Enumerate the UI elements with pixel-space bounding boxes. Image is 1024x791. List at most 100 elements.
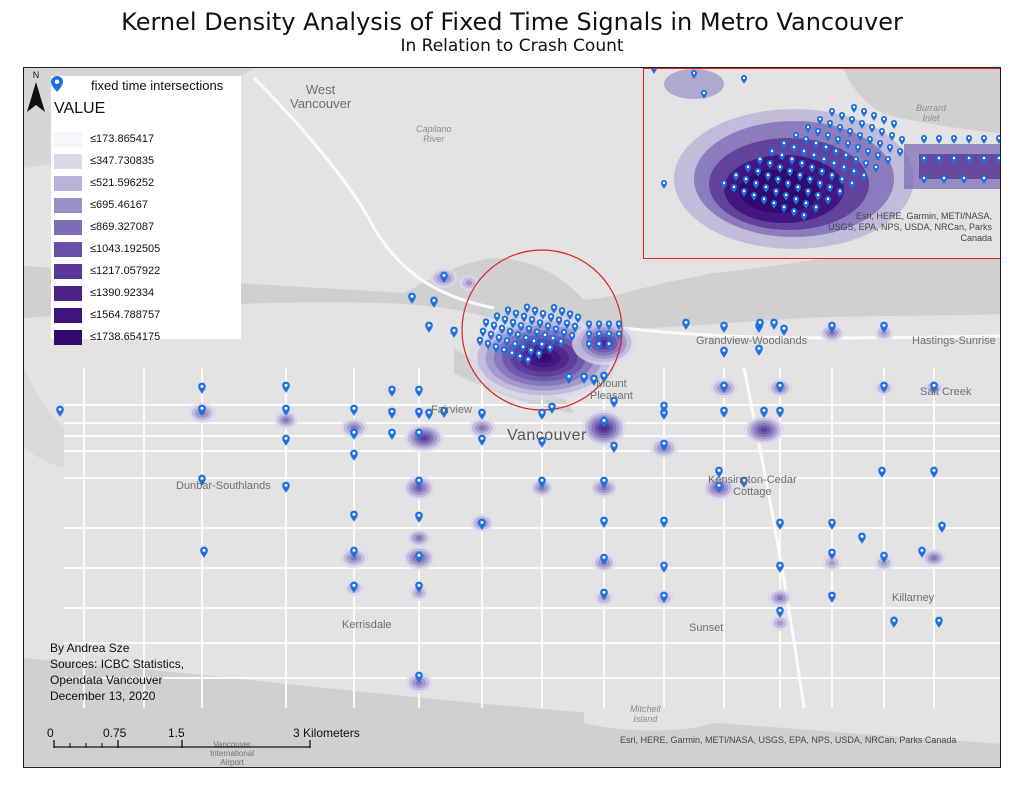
fixed-time-intersection-pin[interactable] [388, 385, 396, 397]
fixed-time-intersection-pin[interactable] [660, 561, 668, 573]
fixed-time-intersection-pin[interactable] [865, 148, 871, 157]
fixed-time-intersection-pin[interactable] [440, 271, 448, 283]
fixed-time-intersection-pin[interactable] [781, 140, 787, 149]
fixed-time-intersection-pin[interactable] [600, 588, 608, 600]
fixed-time-intersection-pin[interactable] [753, 180, 759, 189]
fixed-time-intersection-pin[interactable] [415, 671, 423, 683]
fixed-time-intersection-pin[interactable] [837, 124, 843, 133]
fixed-time-intersection-pin[interactable] [769, 148, 775, 157]
fixed-time-intersection-pin[interactable] [880, 551, 888, 563]
fixed-time-intersection-pin[interactable] [863, 160, 869, 169]
fixed-time-intersection-pin[interactable] [813, 140, 819, 149]
fixed-time-intersection-pin[interactable] [514, 331, 522, 341]
fixed-time-intersection-pin[interactable] [660, 516, 668, 528]
fixed-time-intersection-pin[interactable] [791, 144, 797, 153]
fixed-time-intersection-pin[interactable] [517, 322, 525, 332]
fixed-time-intersection-pin[interactable] [821, 156, 827, 165]
fixed-time-intersection-pin[interactable] [858, 532, 866, 544]
fixed-time-intersection-pin[interactable] [825, 196, 831, 205]
fixed-time-intersection-pin[interactable] [548, 402, 556, 414]
fixed-time-intersection-pin[interactable] [935, 616, 943, 628]
fixed-time-intersection-pin[interactable] [500, 346, 508, 356]
fixed-time-intersection-pin[interactable] [558, 307, 566, 317]
fixed-time-intersection-pin[interactable] [522, 334, 530, 344]
fixed-time-intersection-pin[interactable] [430, 296, 438, 308]
fixed-time-intersection-pin[interactable] [490, 321, 498, 332]
fixed-time-intersection-pin[interactable] [828, 591, 836, 603]
fixed-time-intersection-pin[interactable] [776, 518, 784, 530]
fixed-time-intersection-pin[interactable] [731, 184, 737, 193]
fixed-time-intersection-pin[interactable] [878, 466, 886, 478]
fixed-time-intersection-pin[interactable] [823, 144, 829, 153]
fixed-time-intersection-pin[interactable] [388, 407, 396, 419]
fixed-time-intersection-pin[interactable] [450, 326, 458, 338]
fixed-time-intersection-pin[interactable] [546, 344, 554, 354]
fixed-time-intersection-pin[interactable] [813, 204, 819, 213]
fixed-time-intersection-pin[interactable] [793, 132, 799, 141]
fixed-time-intersection-pin[interactable] [809, 164, 815, 173]
fixed-time-intersection-pin[interactable] [817, 180, 823, 189]
fixed-time-intersection-pin[interactable] [857, 132, 863, 141]
fixed-time-intersection-pin[interactable] [761, 196, 767, 205]
fixed-time-intersection-pin[interactable] [585, 330, 593, 340]
fixed-time-intersection-pin[interactable] [350, 404, 358, 416]
fixed-time-intersection-pin[interactable] [936, 135, 942, 144]
fixed-time-intersection-pin[interactable] [981, 175, 987, 184]
fixed-time-intersection-pin[interactable] [961, 175, 967, 184]
fixed-time-intersection-pin[interactable] [555, 316, 563, 326]
fixed-time-intersection-pin[interactable] [533, 328, 541, 338]
fixed-time-intersection-pin[interactable] [851, 168, 857, 177]
fixed-time-intersection-pin[interactable] [506, 328, 514, 338]
fixed-time-intersection-pin[interactable] [795, 184, 801, 193]
fixed-time-intersection-pin[interactable] [805, 188, 811, 197]
fixed-time-intersection-pin[interactable] [839, 176, 845, 185]
fixed-time-intersection-pin[interactable] [282, 381, 290, 393]
fixed-time-intersection-pin[interactable] [388, 428, 396, 440]
fixed-time-intersection-pin[interactable] [951, 135, 957, 144]
fixed-time-intersection-pin[interactable] [777, 164, 783, 173]
inset-map-canvas[interactable] [644, 69, 1001, 259]
fixed-time-intersection-pin[interactable] [966, 135, 972, 144]
fixed-time-intersection-pin[interactable] [682, 318, 690, 330]
fixed-time-intersection-pin[interactable] [801, 212, 807, 221]
fixed-time-intersection-pin[interactable] [797, 172, 803, 181]
fixed-time-intersection-pin[interactable] [571, 322, 579, 333]
fixed-time-intersection-pin[interactable] [936, 155, 942, 164]
fixed-time-intersection-pin[interactable] [701, 90, 707, 99]
fixed-time-intersection-pin[interactable] [720, 321, 728, 333]
fixed-time-intersection-pin[interactable] [440, 406, 448, 418]
fixed-time-intersection-pin[interactable] [880, 321, 888, 333]
fixed-time-intersection-pin[interactable] [560, 328, 568, 339]
fixed-time-intersection-pin[interactable] [779, 152, 785, 161]
fixed-time-intersection-pin[interactable] [941, 175, 947, 184]
fixed-time-intersection-pin[interactable] [523, 303, 531, 314]
fixed-time-intersection-pin[interactable] [811, 152, 817, 161]
fixed-time-intersection-pin[interactable] [720, 406, 728, 418]
fixed-time-intersection-pin[interactable] [791, 208, 797, 217]
fixed-time-intersection-pin[interactable] [691, 70, 697, 79]
fixed-time-intersection-pin[interactable] [890, 616, 898, 628]
fixed-time-intersection-pin[interactable] [829, 172, 835, 181]
fixed-time-intersection-pin[interactable] [482, 318, 490, 328]
fixed-time-intersection-pin[interactable] [585, 340, 593, 350]
fixed-time-intersection-pin[interactable] [504, 306, 512, 316]
fixed-time-intersection-pin[interactable] [930, 381, 938, 393]
fixed-time-intersection-pin[interactable] [831, 160, 837, 169]
fixed-time-intersection-pin[interactable] [600, 371, 608, 383]
fixed-time-intersection-pin[interactable] [839, 112, 845, 121]
fixed-time-intersection-pin[interactable] [550, 304, 558, 314]
fixed-time-intersection-pin[interactable] [841, 164, 847, 173]
fixed-time-intersection-pin[interactable] [538, 408, 546, 420]
fixed-time-intersection-pin[interactable] [789, 156, 795, 165]
fixed-time-intersection-pin[interactable] [516, 352, 524, 363]
fixed-time-intersection-pin[interactable] [415, 476, 423, 488]
fixed-time-intersection-pin[interactable] [776, 406, 784, 418]
fixed-time-intersection-pin[interactable] [508, 349, 516, 360]
fixed-time-intersection-pin[interactable] [512, 309, 520, 320]
fixed-time-intersection-pin[interactable] [815, 192, 821, 201]
fixed-time-intersection-pin[interactable] [847, 128, 853, 137]
fixed-time-intersection-pin[interactable] [415, 385, 423, 397]
fixed-time-intersection-pin[interactable] [527, 346, 535, 357]
fixed-time-intersection-pin[interactable] [780, 324, 788, 336]
fixed-time-intersection-pin[interactable] [282, 404, 290, 416]
